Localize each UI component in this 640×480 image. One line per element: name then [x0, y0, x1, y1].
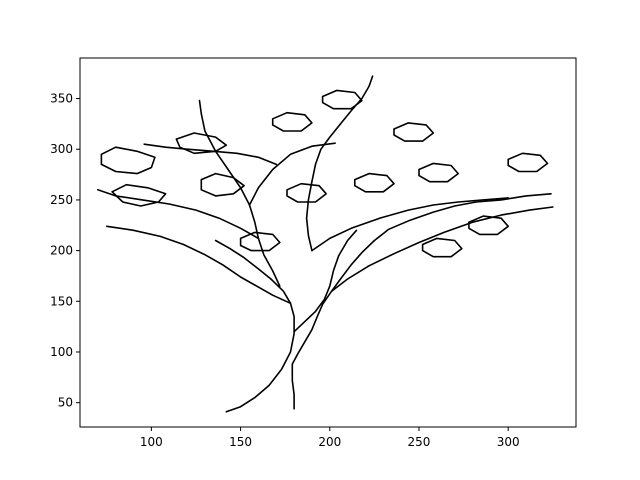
- y-axis: 50 100 150 200 250 300 350: [50, 92, 80, 410]
- series-line-22: [418, 162, 460, 183]
- series-line-23: [468, 215, 510, 236]
- series-line-19: [286, 182, 328, 203]
- series-line-24: [507, 152, 549, 173]
- series-line-2: [291, 193, 552, 410]
- y-tick-label: 250: [50, 193, 73, 207]
- y-tick-label: 150: [50, 294, 73, 308]
- series-line-12: [339, 75, 374, 125]
- series-line-21: [393, 122, 435, 142]
- series-line-13: [100, 146, 156, 175]
- series-line-20: [353, 172, 395, 193]
- series-line-11: [143, 143, 278, 166]
- x-axis: 100 150 200 250 300: [140, 427, 520, 449]
- y-tick-label: 100: [50, 345, 73, 359]
- series-line-5: [97, 189, 260, 240]
- series-line-9: [330, 206, 554, 293]
- y-tick-label: 300: [50, 142, 73, 156]
- series-line-8: [305, 123, 342, 252]
- series-line-7: [311, 197, 510, 252]
- series-line-18: [271, 111, 313, 132]
- series-line-17: [239, 231, 281, 252]
- series-line-10: [106, 225, 292, 305]
- x-tick-label: 250: [408, 435, 431, 449]
- series-line-14: [111, 183, 167, 207]
- series-line-4: [198, 99, 281, 287]
- y-tick-label: 50: [58, 396, 73, 410]
- series-line-16: [200, 172, 245, 197]
- x-tick-label: 150: [229, 435, 252, 449]
- series-group: [97, 75, 554, 413]
- plot-frame: [79, 57, 577, 428]
- x-tick-label: 100: [140, 435, 163, 449]
- series-line-25: [321, 89, 363, 110]
- x-tick-label: 300: [497, 435, 520, 449]
- series-line-15: [175, 132, 228, 155]
- series-line-26: [421, 237, 463, 258]
- series-line-3: [293, 229, 358, 333]
- series-line-6: [248, 142, 336, 206]
- y-tick-label: 200: [50, 244, 73, 258]
- y-tick-label: 350: [50, 92, 73, 106]
- x-tick-label: 200: [318, 435, 341, 449]
- series-line-1: [214, 239, 295, 413]
